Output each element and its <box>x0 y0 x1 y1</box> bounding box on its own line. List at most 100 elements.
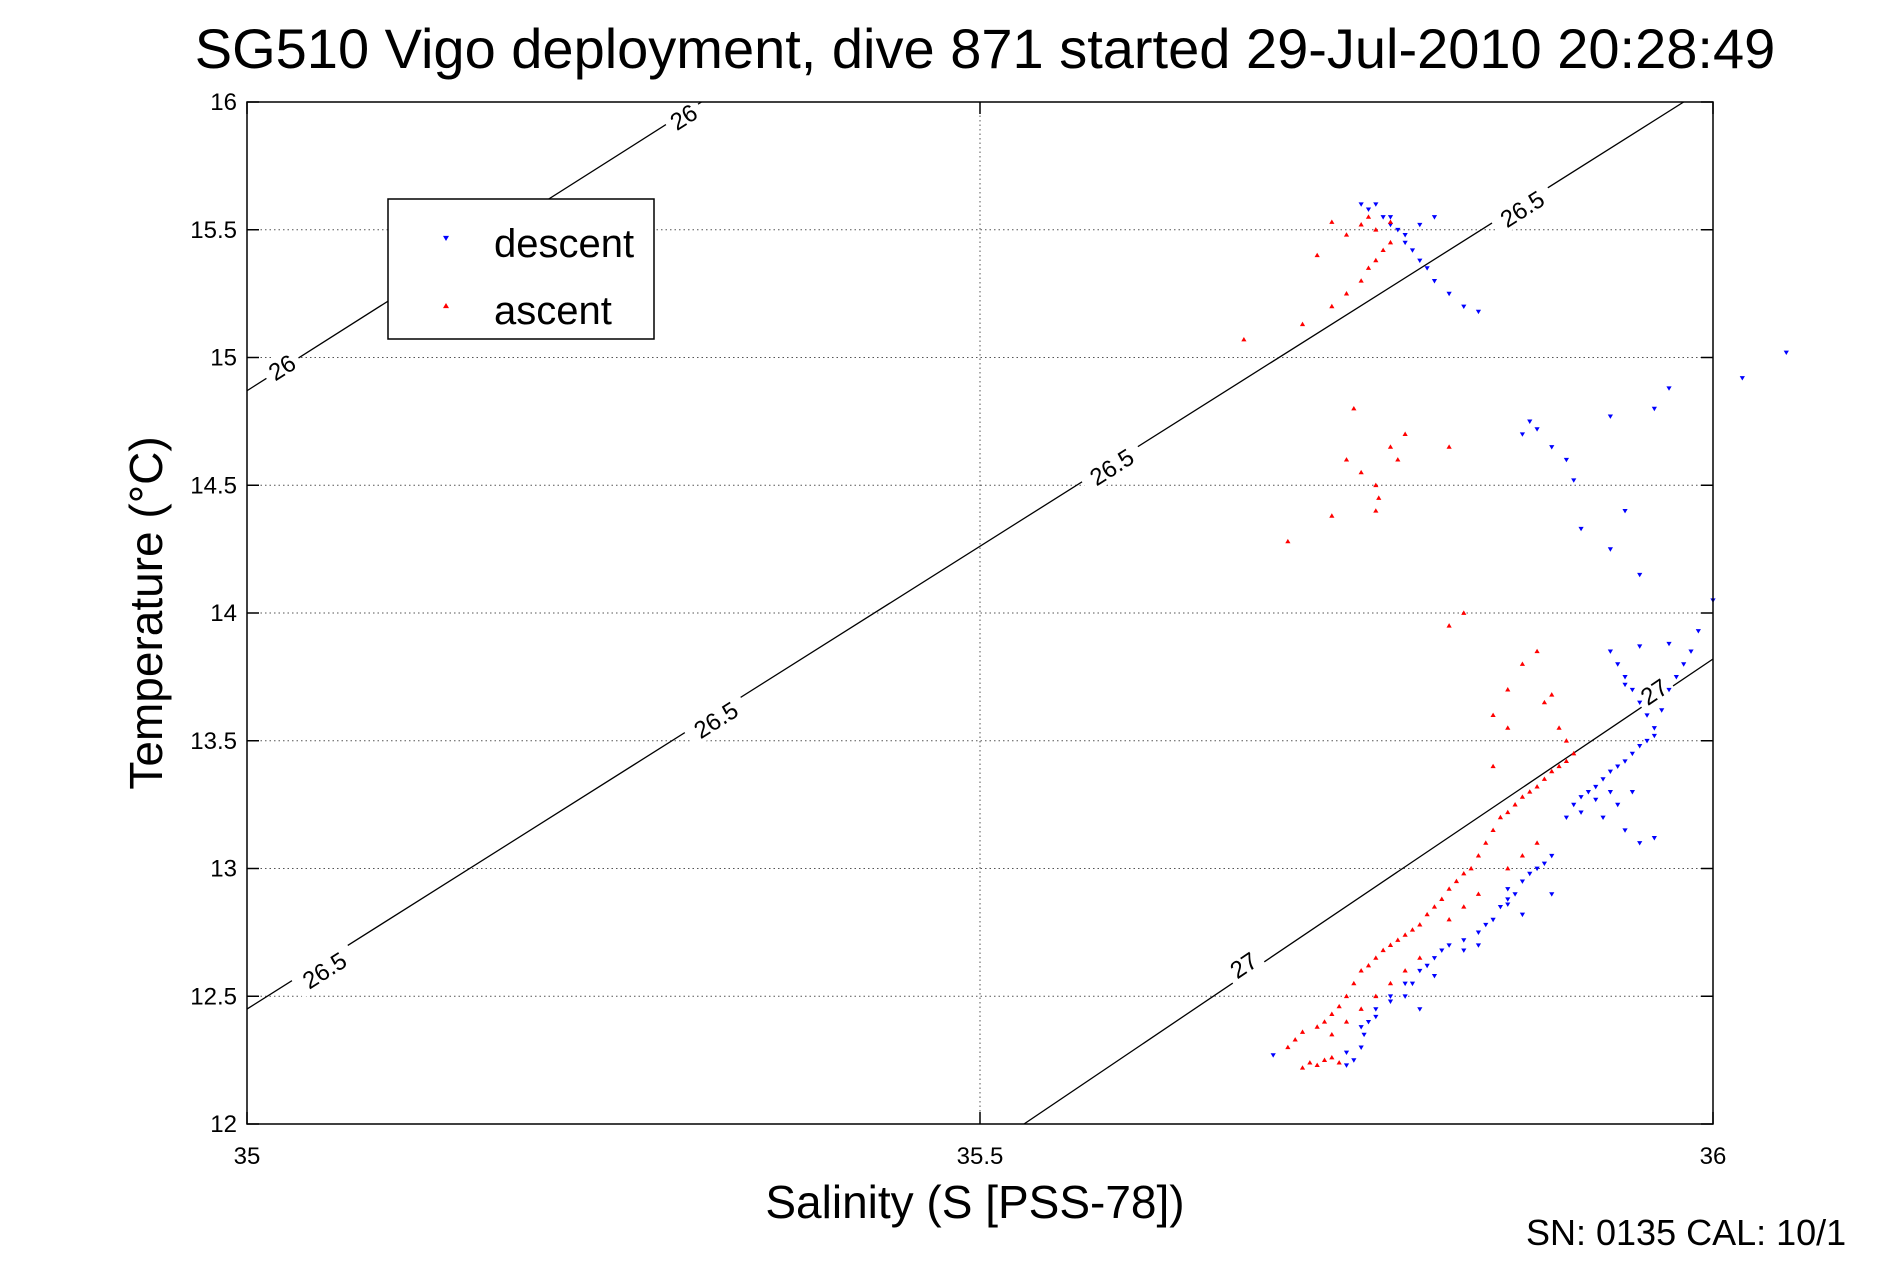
isopycnal-label-bg <box>660 102 707 138</box>
descent-point <box>1607 790 1613 795</box>
descent-point <box>1534 866 1540 872</box>
descent-point <box>1673 675 1679 680</box>
ascent-point <box>1358 1006 1364 1011</box>
descent-point <box>1637 572 1643 578</box>
descent-point <box>1622 759 1628 764</box>
descent-point <box>1483 922 1489 928</box>
ascent-point <box>1387 980 1394 986</box>
ascent-point <box>1351 980 1357 986</box>
isopycnal-label: 27 <box>1220 943 1267 987</box>
descent-point <box>1387 999 1394 1004</box>
descent-point <box>1270 1053 1276 1058</box>
descent-point <box>1461 304 1467 309</box>
ascent-point <box>1571 750 1577 756</box>
ascent-point <box>1343 457 1350 462</box>
descent-point <box>1358 1045 1364 1050</box>
descent-point <box>1446 943 1452 948</box>
descent-point <box>1651 726 1657 731</box>
descent-point <box>1373 1014 1379 1020</box>
descent-point <box>1424 266 1430 271</box>
descent-point <box>1622 508 1628 514</box>
ascent-point <box>1563 758 1569 764</box>
ascent-point <box>1424 911 1430 917</box>
descent-point <box>1600 815 1606 820</box>
y-tick-label: 13.5 <box>190 728 237 755</box>
ascent-point <box>1343 993 1350 999</box>
ascent-point <box>1395 937 1401 942</box>
ascent-point <box>1417 955 1423 960</box>
ascent-point <box>1314 1062 1320 1068</box>
descent-point <box>1409 248 1416 253</box>
descent-point <box>1607 649 1613 654</box>
descent-point <box>1681 662 1687 667</box>
ascent-point <box>1387 942 1394 947</box>
ascent-point <box>1285 538 1291 544</box>
legend-label-ascent: ascent <box>494 289 612 333</box>
ascent-point <box>1446 623 1452 628</box>
descent-point <box>1739 376 1745 381</box>
descent-point <box>1351 1058 1357 1063</box>
descent-point <box>1417 1007 1423 1012</box>
y-tick-label: 14.5 <box>190 472 237 499</box>
descent-point <box>1343 1063 1350 1068</box>
ascent-point <box>1343 1019 1350 1024</box>
descent-point <box>1475 930 1482 935</box>
ascent-point <box>1541 776 1548 781</box>
ascent-point <box>1534 648 1540 654</box>
descent-point <box>1578 810 1584 815</box>
ascent-point <box>1358 968 1364 973</box>
y-tick-label: 15 <box>210 345 237 372</box>
descent-point <box>1607 414 1613 419</box>
descent-point <box>1651 406 1657 412</box>
ascent-point <box>1483 840 1489 845</box>
ascent-point <box>1490 827 1496 832</box>
descent-point <box>1387 994 1394 999</box>
ascent-point <box>1373 993 1379 999</box>
ascent-point <box>1453 878 1460 884</box>
descent-point <box>1497 905 1504 910</box>
ascent-point <box>1534 840 1540 845</box>
descent-point <box>1622 675 1628 680</box>
descent-point <box>1666 386 1672 391</box>
descent-point <box>1417 968 1423 974</box>
ascent-point <box>1358 278 1364 283</box>
ascent-point <box>1556 725 1562 730</box>
descent-point <box>1622 682 1628 688</box>
descent-point <box>1629 751 1635 757</box>
descent-point <box>1607 547 1613 552</box>
descent-point <box>1417 222 1423 228</box>
descent-point <box>1402 240 1408 246</box>
descent-point <box>1578 526 1584 532</box>
y-tick-label: 13 <box>210 856 237 883</box>
ascent-point <box>1490 763 1496 769</box>
legend-marker-ascent <box>443 303 449 309</box>
ascent-point <box>1527 789 1533 794</box>
x-tick-label: 35 <box>234 1143 261 1170</box>
descent-point <box>1431 279 1438 284</box>
isopycnal-label: 26.5 <box>1076 437 1147 496</box>
ascent-point <box>1351 406 1357 411</box>
descent-point <box>1615 764 1621 769</box>
ascent-point <box>1490 712 1496 718</box>
descent-point <box>1571 478 1577 483</box>
ascent-point <box>1519 661 1526 666</box>
y-tick-label: 14 <box>210 600 237 627</box>
ascent-point <box>1241 337 1247 342</box>
descent-point <box>1431 215 1438 220</box>
descent-point <box>1578 795 1584 800</box>
ascent-point <box>1468 865 1474 871</box>
isopycnal-label-bg <box>289 941 360 999</box>
ascent-point <box>1505 865 1511 871</box>
descent-point <box>1395 227 1401 233</box>
ascent-point <box>1358 222 1364 227</box>
ascent-point <box>1505 809 1511 815</box>
ascent-point <box>1549 768 1555 774</box>
isopycnal-label-bg <box>1630 669 1677 713</box>
ascent-point <box>1512 802 1518 807</box>
x-tick-label: 36 <box>1700 1143 1727 1170</box>
descent-point <box>1446 291 1452 297</box>
descent-point <box>1373 1007 1379 1012</box>
descent-point <box>1358 202 1364 207</box>
descent-point <box>1629 687 1635 693</box>
